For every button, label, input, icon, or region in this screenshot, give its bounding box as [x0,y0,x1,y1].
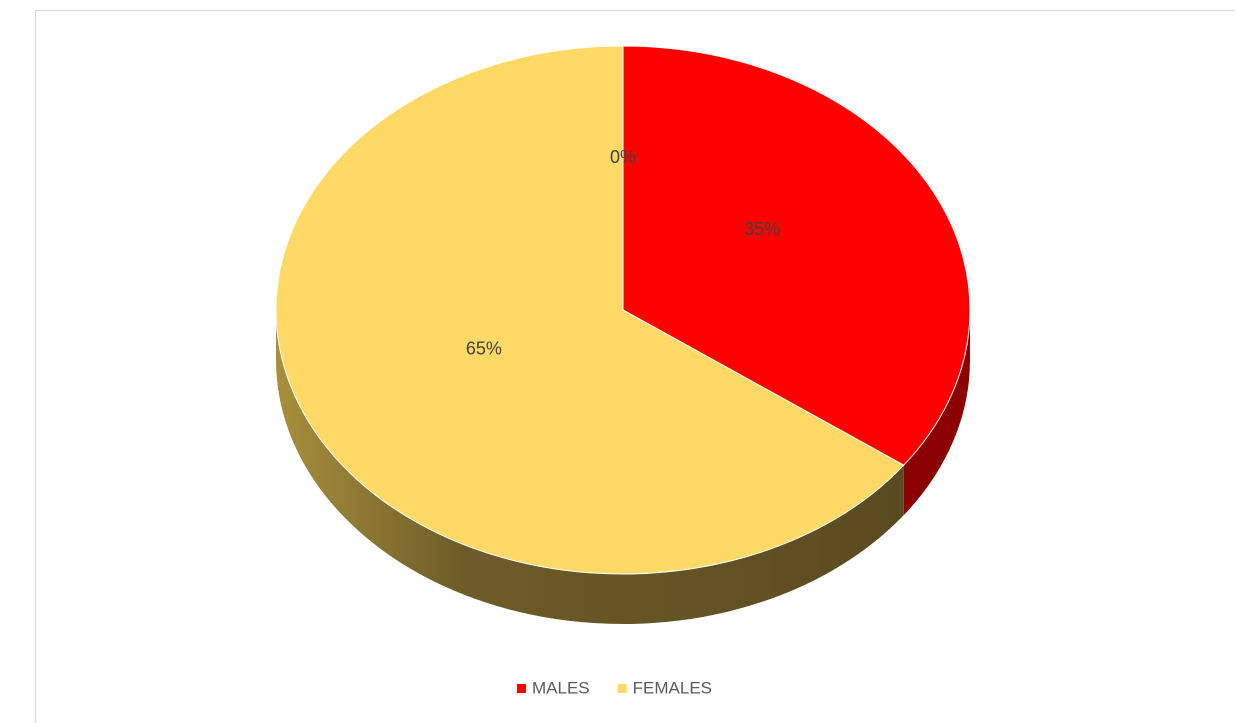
legend-swatch [617,684,627,693]
legend: MALES FEMALES [517,678,712,697]
data-label: 65% [466,339,502,359]
legend-swatch [517,684,526,693]
chart-border [35,10,1235,723]
legend-label: MALES [532,678,590,697]
slice [275,45,905,575]
legend-label: FEMALES [633,678,712,697]
slice [622,45,971,466]
pie: 35% 65% 0% [275,45,971,624]
slice-side [903,310,970,516]
slice-side [276,310,904,624]
data-label: 35% [744,219,780,239]
data-label: 0% [610,147,636,167]
